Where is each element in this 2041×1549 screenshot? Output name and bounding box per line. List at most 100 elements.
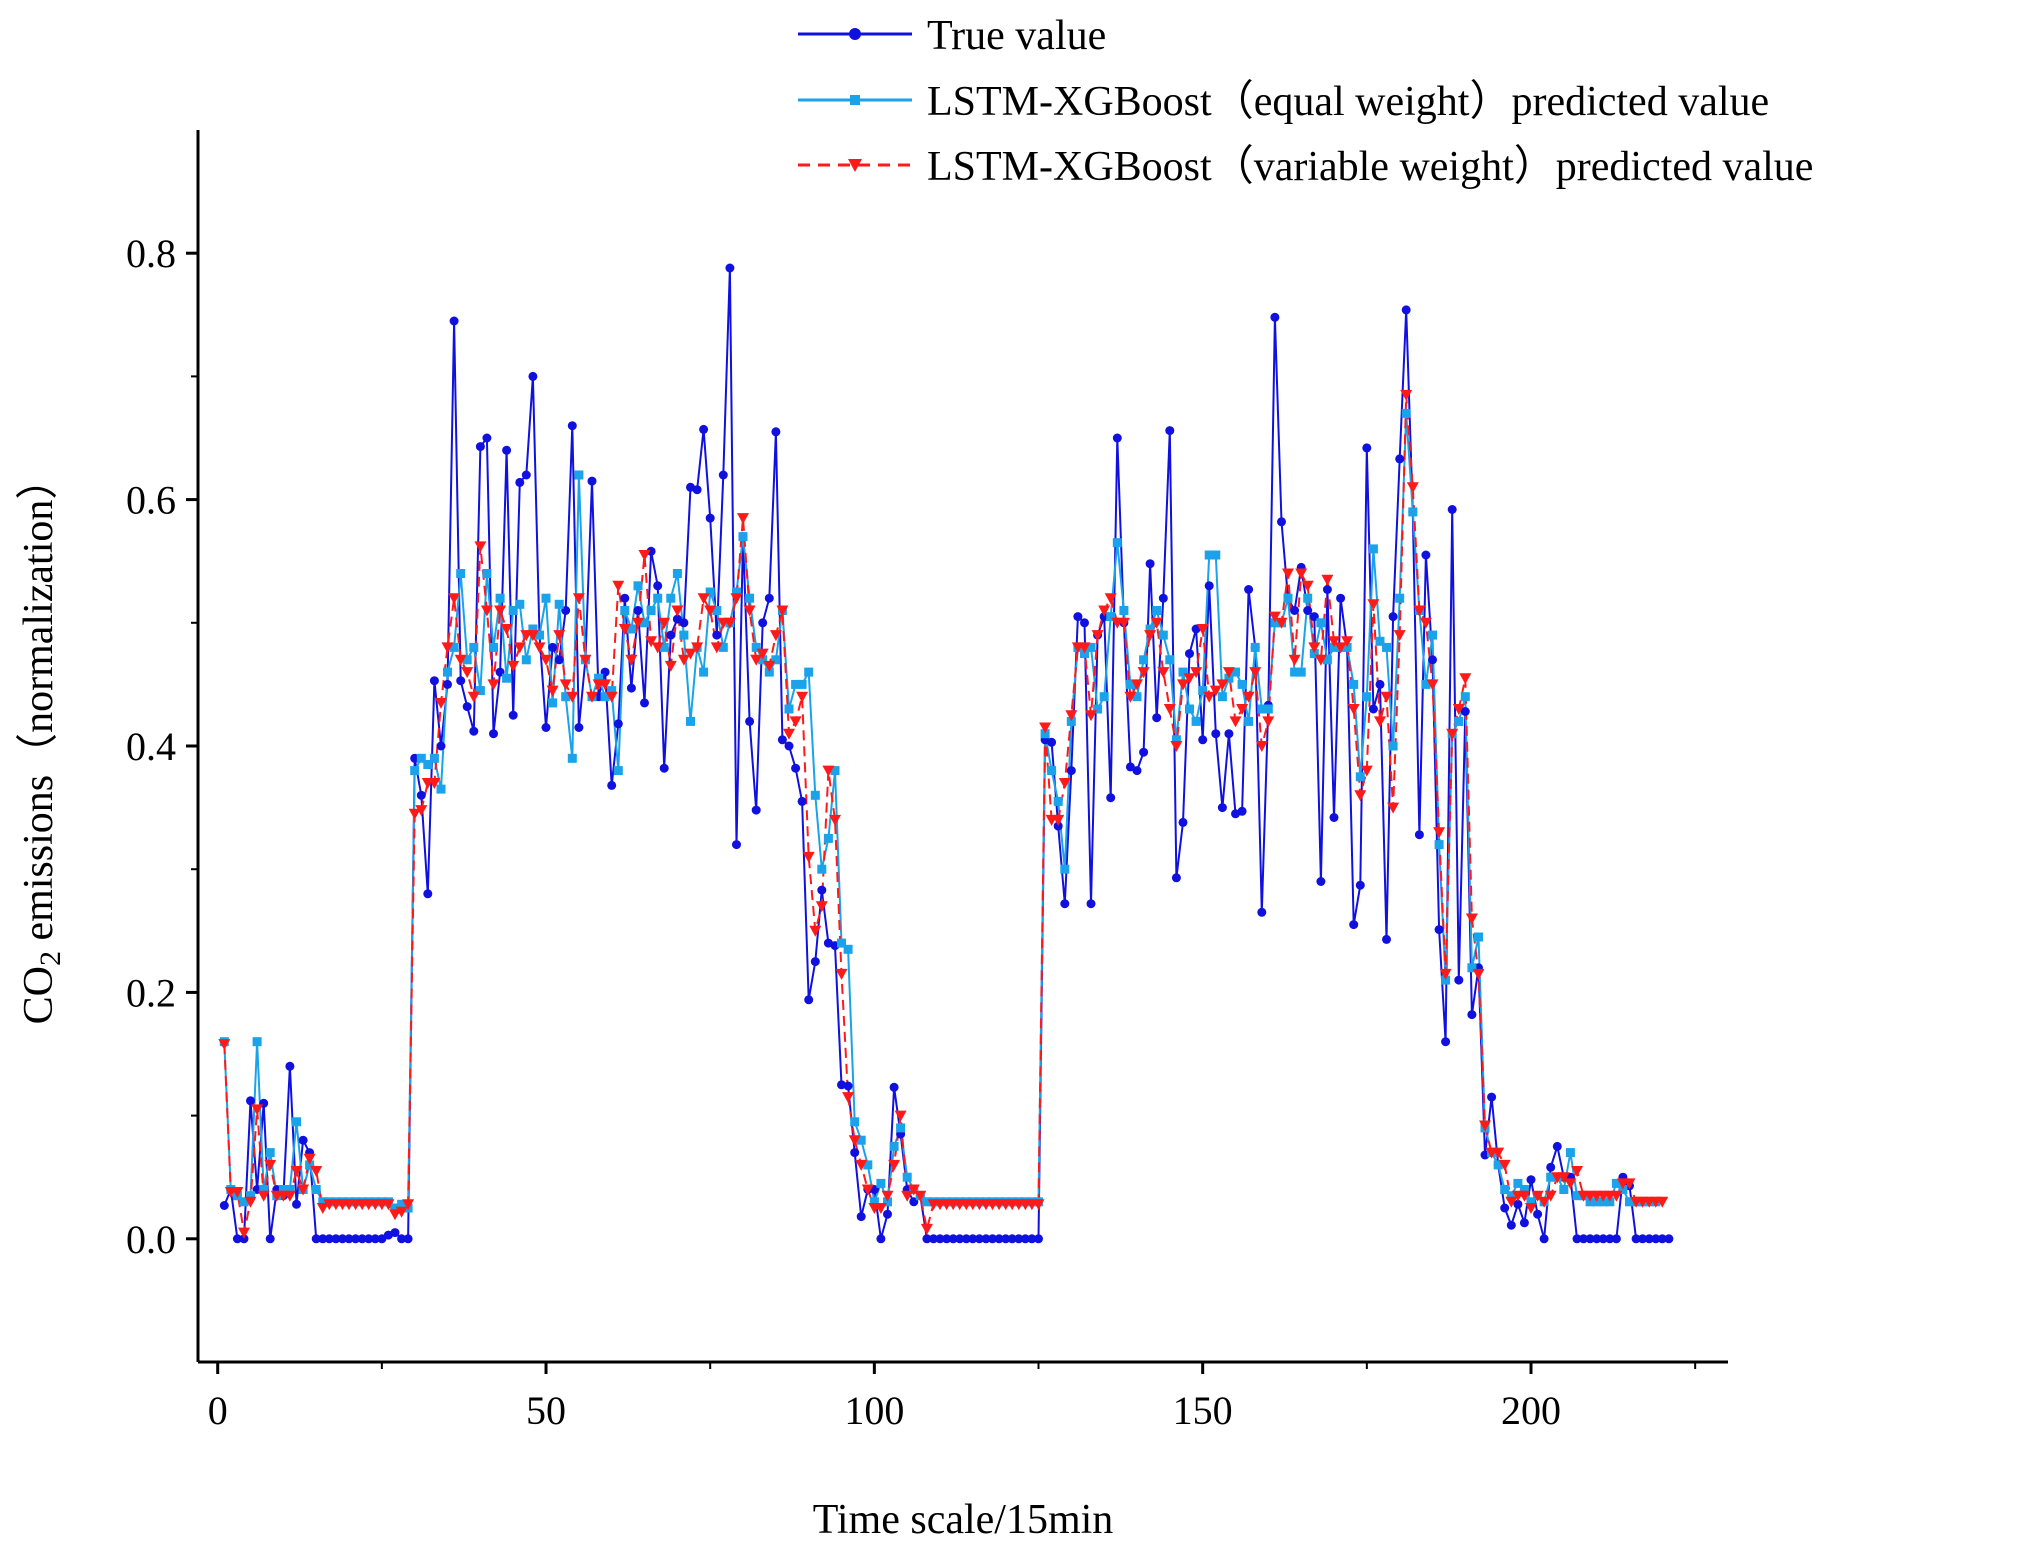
- data-point: [1380, 691, 1393, 703]
- legend-swatch-marker: [849, 28, 861, 40]
- data-point: [1375, 679, 1385, 689]
- data-point: [874, 1203, 887, 1214]
- data-point: [1303, 593, 1313, 603]
- data-point: [1211, 550, 1221, 560]
- data-point: [704, 605, 717, 617]
- data-point: [815, 901, 828, 913]
- data-point: [737, 513, 749, 525]
- data-point: [1224, 729, 1234, 739]
- data-point: [311, 1185, 321, 1194]
- data-point: [672, 569, 682, 578]
- data-point: [632, 617, 644, 629]
- data-point: [679, 630, 689, 640]
- y-axis-title-subscript: 2: [34, 951, 67, 966]
- data-point: [645, 636, 658, 648]
- legend: True value LSTM-XGBoost（equal weight）pre…: [798, 13, 1813, 190]
- data-point: [745, 593, 755, 603]
- data-point: [1531, 1190, 1544, 1202]
- data-point: [764, 667, 774, 677]
- data-point: [1316, 618, 1326, 628]
- data-point: [526, 630, 539, 642]
- data-point: [1053, 796, 1063, 806]
- data-point: [390, 1203, 400, 1213]
- data-point: [1479, 1120, 1491, 1132]
- data-point: [469, 642, 479, 652]
- legend-label: True value: [927, 13, 1106, 59]
- data-point: [922, 1234, 932, 1244]
- data-point: [855, 1159, 868, 1171]
- data-point: [817, 885, 827, 895]
- data-point: [730, 593, 743, 605]
- data-point: [1413, 605, 1426, 617]
- data-point: [607, 780, 617, 790]
- data-point: [495, 593, 505, 603]
- data-point: [843, 1081, 853, 1091]
- data-point: [1177, 679, 1189, 691]
- data-point: [441, 642, 454, 654]
- data-point: [1526, 1175, 1536, 1185]
- data-point: [586, 691, 598, 703]
- data-point: [265, 1234, 275, 1244]
- y-tick-label: 0.4: [126, 724, 176, 769]
- data-point: [449, 316, 459, 326]
- data-point: [712, 630, 722, 640]
- data-point: [265, 1148, 275, 1158]
- data-point: [357, 1234, 367, 1244]
- data-point: [1125, 762, 1135, 772]
- data-point: [1236, 704, 1249, 715]
- data-point: [298, 1135, 308, 1145]
- data-point: [1052, 814, 1065, 826]
- data-point: [1032, 1199, 1045, 1211]
- data-point: [251, 1104, 264, 1116]
- data-point: [1165, 655, 1175, 665]
- data-point: [1296, 667, 1306, 677]
- data-point: [1441, 1037, 1451, 1047]
- data-point: [1460, 707, 1470, 716]
- data-point: [1579, 1234, 1588, 1244]
- data-point: [566, 691, 579, 703]
- data-point: [1526, 1197, 1536, 1207]
- data-point: [1257, 907, 1267, 917]
- data-point: [1216, 679, 1229, 691]
- data-point: [1368, 544, 1378, 554]
- data-point: [344, 1234, 354, 1244]
- data-point: [528, 624, 538, 634]
- data-point: [1393, 630, 1406, 642]
- data-point: [856, 1212, 866, 1222]
- y-axis-title: CO2 emissions（normalization）: [16, 458, 67, 1025]
- data-point: [1500, 1185, 1510, 1194]
- data-point: [382, 1199, 395, 1211]
- data-point: [968, 1234, 978, 1244]
- data-point: [316, 1203, 329, 1214]
- data-point: [1178, 667, 1188, 677]
- data-point: [1434, 925, 1444, 935]
- axes-frame: [196, 130, 1728, 1364]
- data-point: [1487, 1092, 1497, 1102]
- data-point: [1093, 704, 1103, 714]
- data-point: [305, 1160, 315, 1170]
- data-point: [1321, 574, 1334, 586]
- data-point: [1419, 617, 1432, 629]
- data-point: [883, 1209, 892, 1219]
- data-point: [535, 630, 544, 640]
- data-point: [1066, 716, 1076, 726]
- data-point: [507, 660, 520, 672]
- data-point: [1145, 559, 1155, 569]
- data-point: [1091, 630, 1104, 642]
- data-point: [415, 805, 428, 817]
- data-point: [763, 660, 776, 672]
- series-markers-1: [219, 408, 1661, 1213]
- data-point: [1288, 654, 1301, 666]
- data-point: [850, 1117, 860, 1127]
- data-point: [1513, 1178, 1523, 1188]
- data-point: [651, 642, 664, 654]
- data-point: [239, 1234, 249, 1244]
- data-point: [500, 624, 513, 635]
- data-point: [1065, 710, 1078, 722]
- data-point: [659, 763, 669, 773]
- data-point: [297, 1184, 310, 1196]
- data-point: [416, 790, 426, 800]
- data-point: [1538, 1196, 1551, 1208]
- data-point: [607, 686, 617, 696]
